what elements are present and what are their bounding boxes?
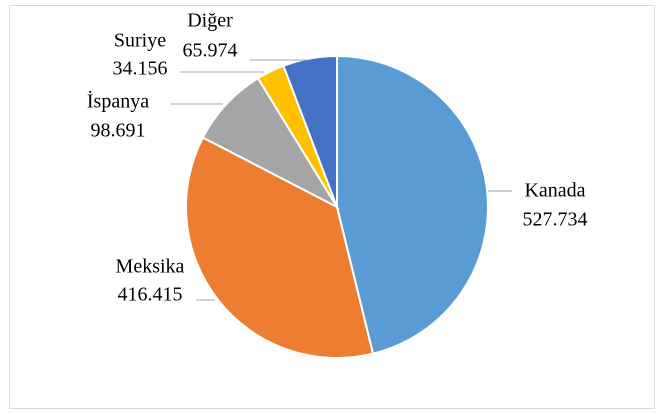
slice-value: 34.156 — [113, 58, 168, 80]
slice-label: Kanada — [524, 180, 585, 202]
slice-label: Diğer — [187, 10, 233, 32]
pie-slice — [201, 76, 340, 210]
pie-slice — [185, 136, 375, 359]
slice-value: 65.974 — [183, 40, 238, 62]
slice-value: 98.691 — [91, 120, 146, 142]
slice-label: İspanya — [87, 90, 149, 113]
slice-value: 527.734 — [523, 209, 588, 231]
slice-value: 416.415 — [118, 284, 183, 306]
pie-slice — [282, 54, 338, 208]
slice-label: Meksika — [116, 256, 185, 278]
pie-slice — [336, 54, 489, 355]
slice-label: Suriye — [114, 30, 166, 52]
